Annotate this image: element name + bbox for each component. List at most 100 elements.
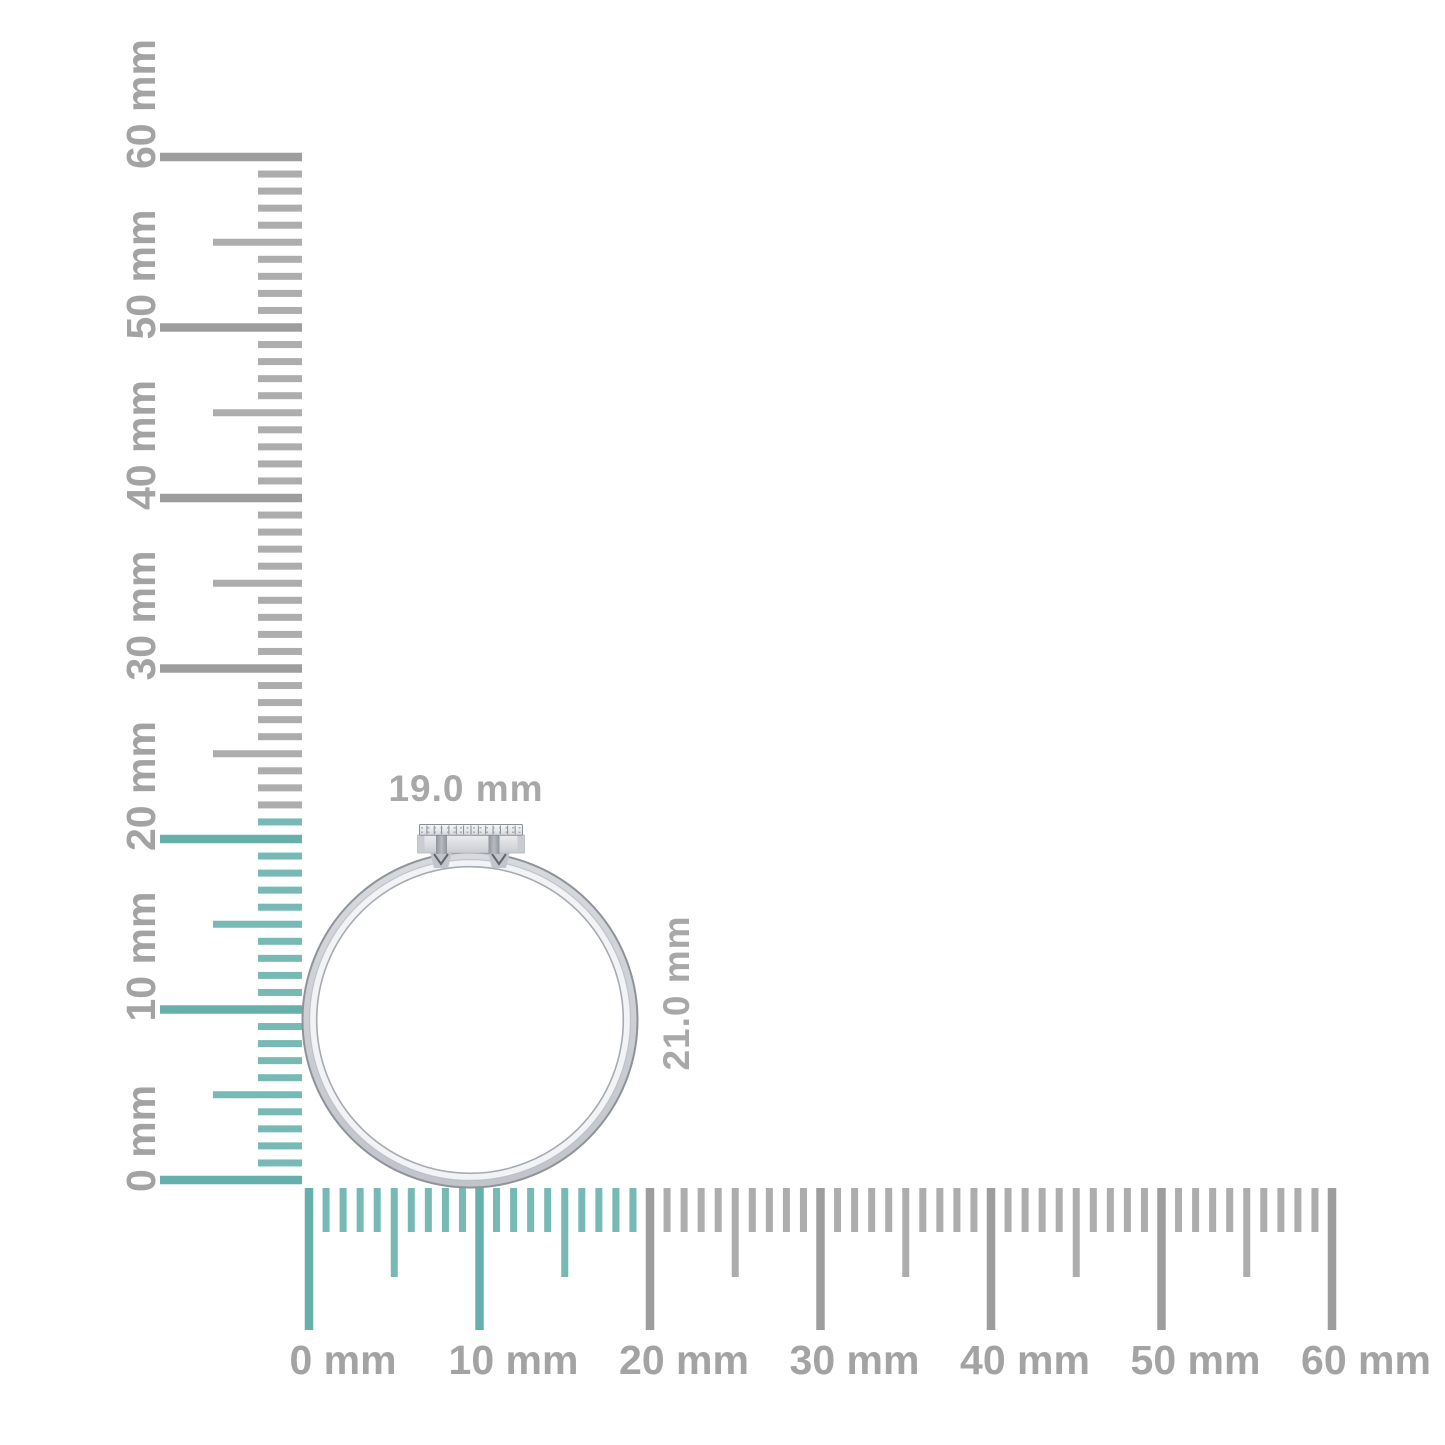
ruler-tick — [629, 1188, 637, 1232]
ruler-tick — [213, 409, 302, 417]
ruler-tick — [258, 221, 302, 229]
ruler-tick — [213, 238, 302, 246]
ring-prong-mark-right — [491, 853, 507, 866]
ruler-tick — [441, 1188, 449, 1232]
ruler-tick — [258, 545, 302, 553]
ruler-tick — [258, 289, 302, 297]
ruler-tick — [834, 1188, 842, 1232]
ruler-label: 30 mm — [118, 551, 164, 681]
ruler-tick — [1243, 1188, 1251, 1277]
ruler-tick — [258, 682, 302, 690]
ruler-tick — [1038, 1188, 1046, 1232]
ring-plate — [417, 834, 525, 854]
ruler-tick — [919, 1188, 927, 1232]
ruler-label: 10 mm — [118, 892, 164, 1022]
ruler-tick — [663, 1188, 671, 1232]
ruler-tick — [258, 341, 302, 349]
ruler-tick — [1311, 1188, 1319, 1232]
ring-band-inner-highlight — [309, 859, 631, 1181]
ruler-tick — [578, 1188, 586, 1232]
ruler-tick — [595, 1188, 603, 1232]
ring-image — [301, 824, 639, 1189]
vertical-ruler: 0 mm 10 mm 20 mm 30 mm 40 mm 50 mm 60 mm — [118, 39, 302, 1192]
ruler-tick — [258, 562, 302, 570]
ruler-tick — [258, 204, 302, 212]
ruler-tick — [258, 392, 302, 400]
ruler-tick — [322, 1188, 330, 1232]
ruler-tick — [258, 971, 302, 979]
ruler-tick — [1089, 1188, 1097, 1232]
ruler-tick — [1294, 1188, 1302, 1232]
ruler-tick — [714, 1188, 722, 1232]
ruler-tick — [510, 1188, 518, 1232]
ruler-tick — [645, 1188, 655, 1330]
ruler-label: 50 mm — [118, 210, 164, 340]
ruler-tick — [782, 1188, 790, 1232]
ruler-tick — [851, 1188, 859, 1232]
ruler-tick — [1004, 1188, 1012, 1232]
ruler-tick — [258, 869, 302, 877]
ruler-tick — [697, 1188, 705, 1232]
ruler-tick — [612, 1188, 620, 1232]
ruler-tick — [258, 767, 302, 775]
ruler-label: 10 mm — [449, 1337, 579, 1383]
ruler-tick — [258, 954, 302, 962]
ring-prong-mark-left — [433, 853, 449, 866]
ruler-tick — [160, 1175, 302, 1185]
ruler-tick — [868, 1188, 876, 1232]
ruler-tick — [258, 630, 302, 638]
ruler-tick — [731, 1188, 739, 1277]
ring-band-inner-edge — [315, 865, 625, 1175]
ruler-tick — [936, 1188, 944, 1232]
ruler-tick — [213, 920, 302, 928]
ruler-tick — [527, 1188, 535, 1232]
ruler-tick — [258, 1159, 302, 1167]
ruler-tick — [160, 664, 302, 673]
ruler-tick — [544, 1188, 552, 1232]
ruler-label: 30 mm — [790, 1337, 920, 1383]
ruler-tick — [765, 1188, 773, 1232]
ruler-tick — [213, 579, 302, 587]
ruler-tick — [258, 716, 302, 724]
ruler-label: 60 mm — [118, 39, 164, 169]
ring-gem-separators — [426, 825, 516, 835]
ruler-tick — [258, 443, 302, 451]
ruler-tick — [1072, 1188, 1080, 1277]
ring-gem-row — [419, 824, 523, 836]
ruler-tick — [258, 1125, 302, 1133]
ruler-tick — [160, 152, 302, 162]
ruler-label: 40 mm — [118, 380, 164, 510]
ruler-tick — [424, 1188, 432, 1232]
ruler-tick — [680, 1188, 688, 1232]
ruler-tick — [213, 750, 302, 758]
ruler-tick — [493, 1188, 501, 1232]
ruler-label: 0 mm — [289, 1337, 396, 1383]
ruler-tick — [258, 375, 302, 383]
ruler-label: 60 mm — [1301, 1337, 1431, 1383]
ruler-tick — [258, 1108, 302, 1116]
ruler-tick — [258, 187, 302, 195]
ruler-tick — [258, 528, 302, 536]
ruler-tick — [258, 988, 302, 996]
ruler-tick — [970, 1188, 978, 1232]
ruler-tick — [258, 733, 302, 741]
ruler-tick — [407, 1188, 415, 1232]
ruler-tick — [1277, 1188, 1285, 1232]
ruler-tick — [258, 613, 302, 621]
ruler-tick — [390, 1188, 398, 1277]
ruler-tick — [258, 801, 302, 809]
ruler-tick — [258, 647, 302, 655]
ruler-tick — [373, 1188, 381, 1232]
ruler-tick — [258, 903, 302, 911]
ruler-tick — [258, 460, 302, 468]
ruler-tick — [258, 937, 302, 945]
ruler-tick — [160, 493, 302, 503]
ruler-tick — [258, 1057, 302, 1065]
ruler-tick — [561, 1188, 569, 1277]
ruler-tick — [356, 1188, 364, 1232]
ring-band-seam — [309, 859, 631, 1181]
ruler-tick — [258, 255, 302, 263]
horizontal-ruler: 0 mm 10 mm 20 mm 30 mm 40 mm 50 mm 60 mm — [289, 1188, 1431, 1383]
ring-plate-prong-left — [436, 834, 447, 854]
